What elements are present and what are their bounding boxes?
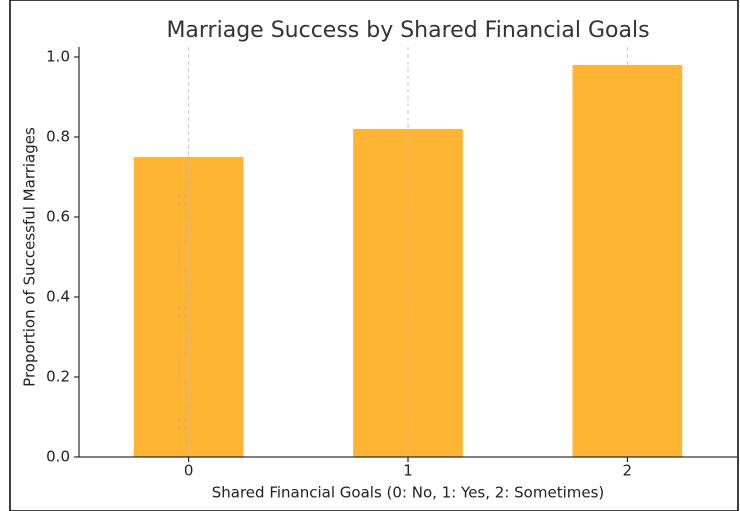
y-tick-label: 1.0 <box>46 48 70 66</box>
y-tick-label: 0.4 <box>46 288 70 306</box>
x-tick-label: 0 <box>184 462 194 480</box>
chart-title: Marriage Success by Shared Financial Goa… <box>166 18 649 43</box>
x-axis-label: Shared Financial Goals (0: No, 1: Yes, 2… <box>212 484 605 502</box>
y-tick-label: 0.8 <box>46 128 70 146</box>
y-tick-label: 0.6 <box>46 208 70 226</box>
y-tick-label: 0.0 <box>46 448 70 466</box>
y-axis-label: Proportion of Successful Marriages <box>21 127 39 387</box>
y-tick-label: 0.2 <box>46 368 70 386</box>
x-tick-label: 1 <box>403 462 413 480</box>
x-tick-label: 2 <box>623 462 633 480</box>
